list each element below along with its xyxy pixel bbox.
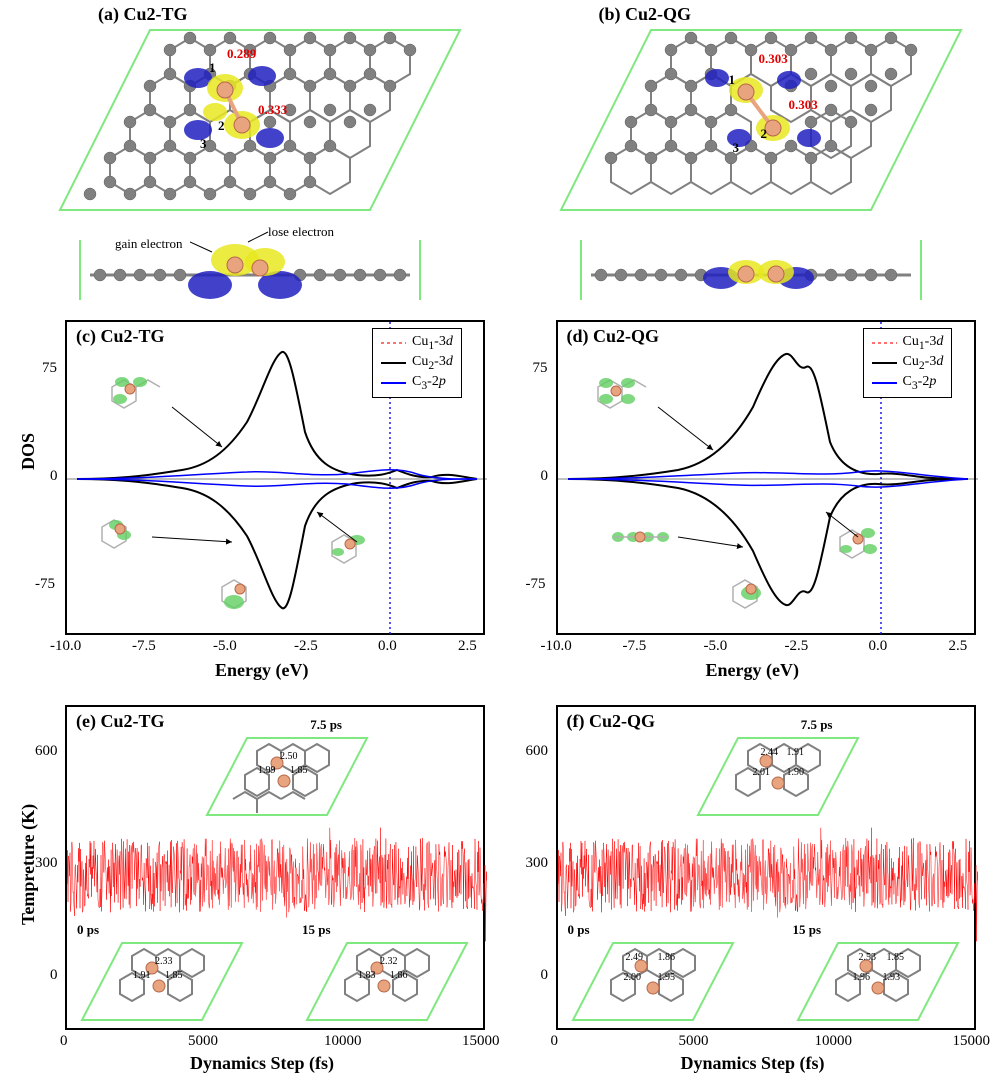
atom-num-1a: 1 bbox=[209, 60, 216, 76]
atom-num-3b: 3 bbox=[733, 140, 740, 156]
row-dos: (c) Cu2-TG Cu1-3d Cu2-3d C3-2p DOS 75 0 … bbox=[0, 310, 1001, 695]
xlabel-d: Energy (eV) bbox=[706, 660, 799, 681]
snapshot-e-0: 0 ps 2.33 1.91 1.85 bbox=[77, 922, 247, 1030]
panel-c: (c) Cu2-TG Cu1-3d Cu2-3d C3-2p DOS 75 0 … bbox=[0, 310, 501, 695]
atom-num-1b: 1 bbox=[729, 72, 736, 88]
charge-1b: 0.303 bbox=[759, 51, 788, 67]
snapshot-f-15: 15 ps 2.53 1.85 1.96 1.93 bbox=[793, 922, 963, 1030]
charge-2b: 0.303 bbox=[789, 97, 818, 113]
panel-e-label: (e) Cu2-TG bbox=[76, 711, 165, 732]
row-md: 7.5 ps 2.50 1.99 1.85 0 ps 2.33 1.91 bbox=[0, 695, 1001, 1090]
snapshot-f-0: 0 ps 2.49 1.86 2.00 1.95 bbox=[568, 922, 738, 1030]
panel-b-sideview bbox=[521, 230, 981, 310]
xlabel-c: Energy (eV) bbox=[215, 660, 308, 681]
atom-num-2a: 2 bbox=[218, 118, 225, 134]
panel-b: (b) Cu2-QG 0.303 bbox=[501, 0, 1001, 310]
panel-f: 7.5 ps 2.44 1.91 2.01 1.90 0 ps 2.49 bbox=[501, 695, 1001, 1090]
charge-1a: 0.289 bbox=[227, 46, 256, 62]
panel-c-label: (c) Cu2-TG bbox=[76, 326, 165, 347]
atom-num-2b: 2 bbox=[761, 126, 768, 142]
atom-num-3a: 3 bbox=[200, 136, 207, 152]
xlabel-e: Dynamics Step (fs) bbox=[190, 1053, 334, 1074]
snapshot-e-15: 15 ps 2.32 1.83 1.86 bbox=[302, 922, 472, 1030]
ylabel-c: DOS bbox=[18, 433, 39, 470]
annot-gain: gain electron bbox=[115, 236, 183, 252]
row-structures: (a) Cu2-TG bbox=[0, 0, 1001, 310]
snapshot-f-7p5: 7.5 ps 2.44 1.91 2.01 1.90 bbox=[693, 717, 863, 825]
legend-c: Cu1-3d Cu2-3d C3-2p bbox=[372, 328, 462, 398]
panel-d-label: (d) Cu2-QG bbox=[567, 326, 660, 347]
panel-b-topview bbox=[521, 20, 981, 220]
xlabel-f: Dynamics Step (fs) bbox=[681, 1053, 825, 1074]
panel-d: (d) Cu2-QG Cu1-3d Cu2-3d C3-2p 75 0 -75 … bbox=[501, 310, 1001, 695]
legend-d: Cu1-3d Cu2-3d C3-2p bbox=[863, 328, 953, 398]
charge-2a: 0.333 bbox=[258, 102, 287, 118]
panel-f-label: (f) Cu2-QG bbox=[567, 711, 656, 732]
panel-e: 7.5 ps 2.50 1.99 1.85 0 ps 2.33 1.91 bbox=[0, 695, 501, 1090]
snapshot-e-7p5: 7.5 ps 2.50 1.99 1.85 bbox=[202, 717, 372, 825]
annot-arrows bbox=[190, 228, 280, 258]
panel-a: (a) Cu2-TG bbox=[0, 0, 501, 310]
